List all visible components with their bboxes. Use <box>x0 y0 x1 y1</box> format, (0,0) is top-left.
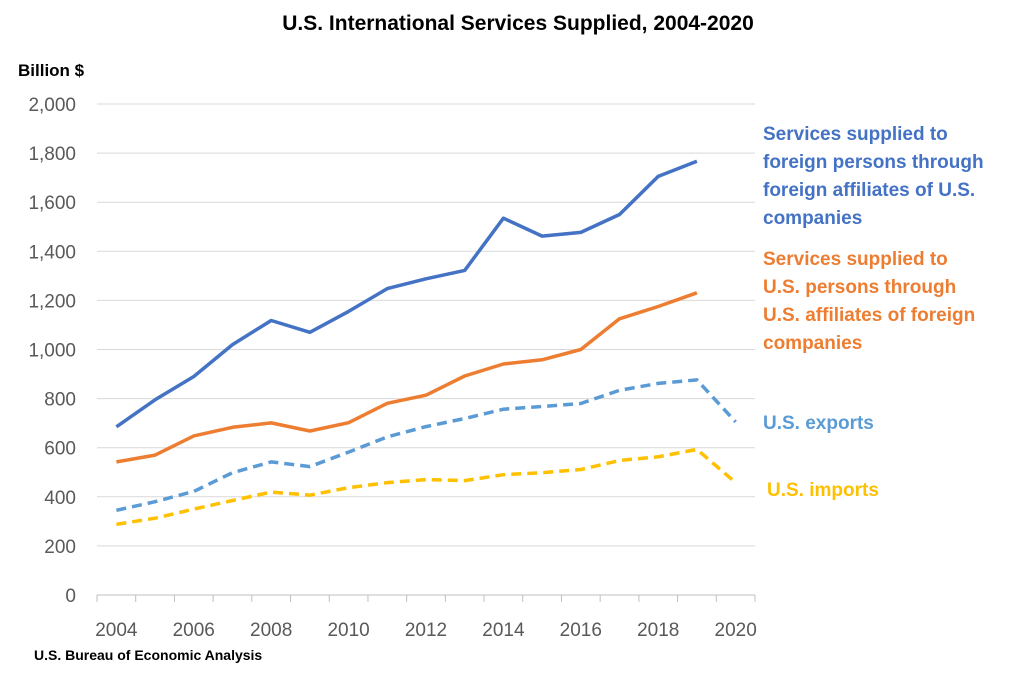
x-tick-label: 2008 <box>250 620 292 641</box>
y-tick-label: 1,200 <box>28 291 76 312</box>
x-tick-label: 2012 <box>405 620 447 641</box>
x-tick-label: 2010 <box>327 620 369 641</box>
chart-title: U.S. International Services Supplied, 20… <box>282 12 754 35</box>
x-tick-label: 2016 <box>560 620 602 641</box>
x-tick-label: 2006 <box>173 620 215 641</box>
series-line <box>116 291 698 464</box>
y-axis-ticks: 0 200 400 600 800 1,000 1,200 1,400 1,600 1,800 2,… <box>28 95 76 607</box>
y-tick-label: 0 <box>65 586 76 607</box>
series-label-line: U.S. persons through <box>763 277 956 298</box>
series-label-line: Services supplied to <box>763 249 948 270</box>
gridlines <box>97 103 755 547</box>
x-tick-label: 2020 <box>715 620 757 641</box>
x-axis <box>96 594 756 602</box>
y-tick-label: 600 <box>44 439 76 460</box>
series-line <box>116 447 737 527</box>
y-tick-label: 1,600 <box>28 193 76 214</box>
series-line <box>116 378 737 513</box>
y-tick-label: 1,000 <box>28 341 76 362</box>
y-axis-unit-label: Billion $ <box>18 61 85 80</box>
series-label-line: companies <box>763 208 862 229</box>
y-tick-label: 1,400 <box>28 242 76 263</box>
x-tick-label: 2014 <box>482 620 525 641</box>
series-label-line: U.S. exports <box>763 413 874 434</box>
series-label-line: foreign affiliates of U.S. <box>763 180 975 201</box>
x-axis-ticks: 2004 2006 2008 2010 2012 2014 2016 2018 2020 <box>95 620 757 641</box>
x-tick-label: 2004 <box>95 620 138 641</box>
x-tick-label: 2018 <box>637 620 679 641</box>
y-tick-label: 400 <box>44 488 76 509</box>
series-label: Services supplied to foreign persons thro… <box>763 124 984 229</box>
series-label-line: foreign persons through <box>763 152 984 173</box>
y-tick-label: 800 <box>44 390 76 411</box>
series-lines <box>115 159 737 527</box>
series-label: U.S. exports <box>763 413 874 434</box>
series-label: U.S. imports <box>767 480 879 501</box>
series-label: Services supplied to U.S. persons through… <box>763 249 975 354</box>
series-label-line: U.S. affiliates of foreign <box>763 305 975 326</box>
y-tick-label: 1,800 <box>28 144 76 165</box>
series-label-line: companies <box>763 333 862 354</box>
series-line <box>115 159 698 429</box>
y-tick-label: 200 <box>44 537 76 558</box>
series-label-line: Services supplied to <box>763 124 948 145</box>
series-label-line: U.S. imports <box>767 480 879 501</box>
series-labels: Services supplied to foreign persons thro… <box>763 124 984 501</box>
source-note: U.S. Bureau of Economic Analysis <box>34 647 262 663</box>
y-tick-label: 2,000 <box>28 95 76 116</box>
